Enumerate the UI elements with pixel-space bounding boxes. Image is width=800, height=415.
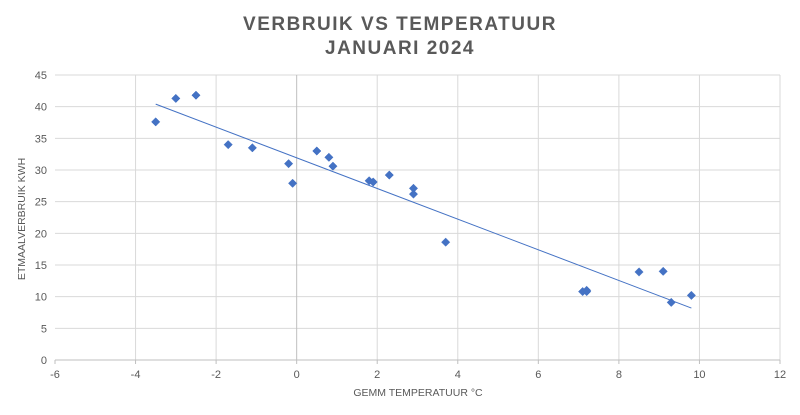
- x-tick-label: 8: [616, 369, 622, 381]
- x-tick-labels: -6 -4 -2 0 2 4 6 8 10 12: [50, 369, 786, 381]
- axes: [54, 75, 781, 364]
- data-point-diamond: [223, 140, 233, 150]
- data-point-diamond: [284, 159, 294, 169]
- y-tick-label: 10: [35, 292, 47, 304]
- data-point-diamond: [658, 266, 668, 276]
- data-point-diamond: [666, 297, 676, 307]
- y-tick-label: 25: [35, 197, 47, 209]
- y-tick-label: 30: [35, 165, 47, 177]
- y-gridlines: [55, 74, 780, 329]
- x-tick-label: 10: [693, 369, 705, 381]
- data-point-diamond: [408, 189, 419, 199]
- x-tick-label: 6: [535, 369, 541, 381]
- y-tick-label: 5: [41, 323, 47, 335]
- x-tick-label: 12: [774, 369, 786, 381]
- y-tick-label: 0: [41, 355, 47, 367]
- data-point-diamond: [191, 90, 201, 100]
- chart-title-line-1: VERBRUIK VS TEMPERATUUR: [243, 14, 557, 35]
- y-tick-label: 20: [35, 228, 47, 240]
- x-tick-label: 0: [294, 369, 300, 381]
- data-point-diamond: [582, 285, 592, 295]
- data-point-diamond: [328, 161, 338, 171]
- data-point-diamond: [441, 237, 451, 247]
- data-point-diamond: [368, 177, 378, 187]
- x-tick-label: 4: [455, 369, 461, 381]
- x-tick-label: -4: [131, 369, 141, 381]
- y-tick-labels: 0 5 10 15 20 25 30 35 40 45: [35, 70, 47, 367]
- linear-trendline: [155, 103, 692, 309]
- data-point-diamond: [288, 178, 298, 188]
- x-tick-label: -2: [211, 369, 221, 381]
- x-axis-title: GEMM TEMPERATUUR °C: [353, 387, 483, 399]
- x-tick-label: 2: [374, 369, 380, 381]
- data-point-diamond: [686, 290, 696, 300]
- data-points: [151, 90, 696, 307]
- data-point-diamond: [312, 146, 322, 156]
- trendline-group: [155, 103, 692, 309]
- x-gridlines: [135, 75, 781, 360]
- data-point-diamond: [384, 170, 394, 180]
- data-point-diamond: [324, 152, 334, 162]
- x-tick-label: -6: [50, 369, 60, 381]
- data-point-diamond: [634, 267, 644, 277]
- data-point-diamond: [171, 93, 181, 103]
- y-tick-label: 35: [35, 133, 47, 145]
- y-tick-label: 40: [35, 102, 47, 114]
- y-tick-label: 45: [35, 70, 47, 82]
- data-point-diamond: [247, 143, 257, 153]
- y-axis-title: ETMAALVERBRUIK KWH: [16, 158, 28, 280]
- chart-title-line-2: JANUARI 2024: [325, 38, 475, 59]
- data-point-diamond: [151, 117, 161, 127]
- y-tick-label: 15: [35, 260, 47, 272]
